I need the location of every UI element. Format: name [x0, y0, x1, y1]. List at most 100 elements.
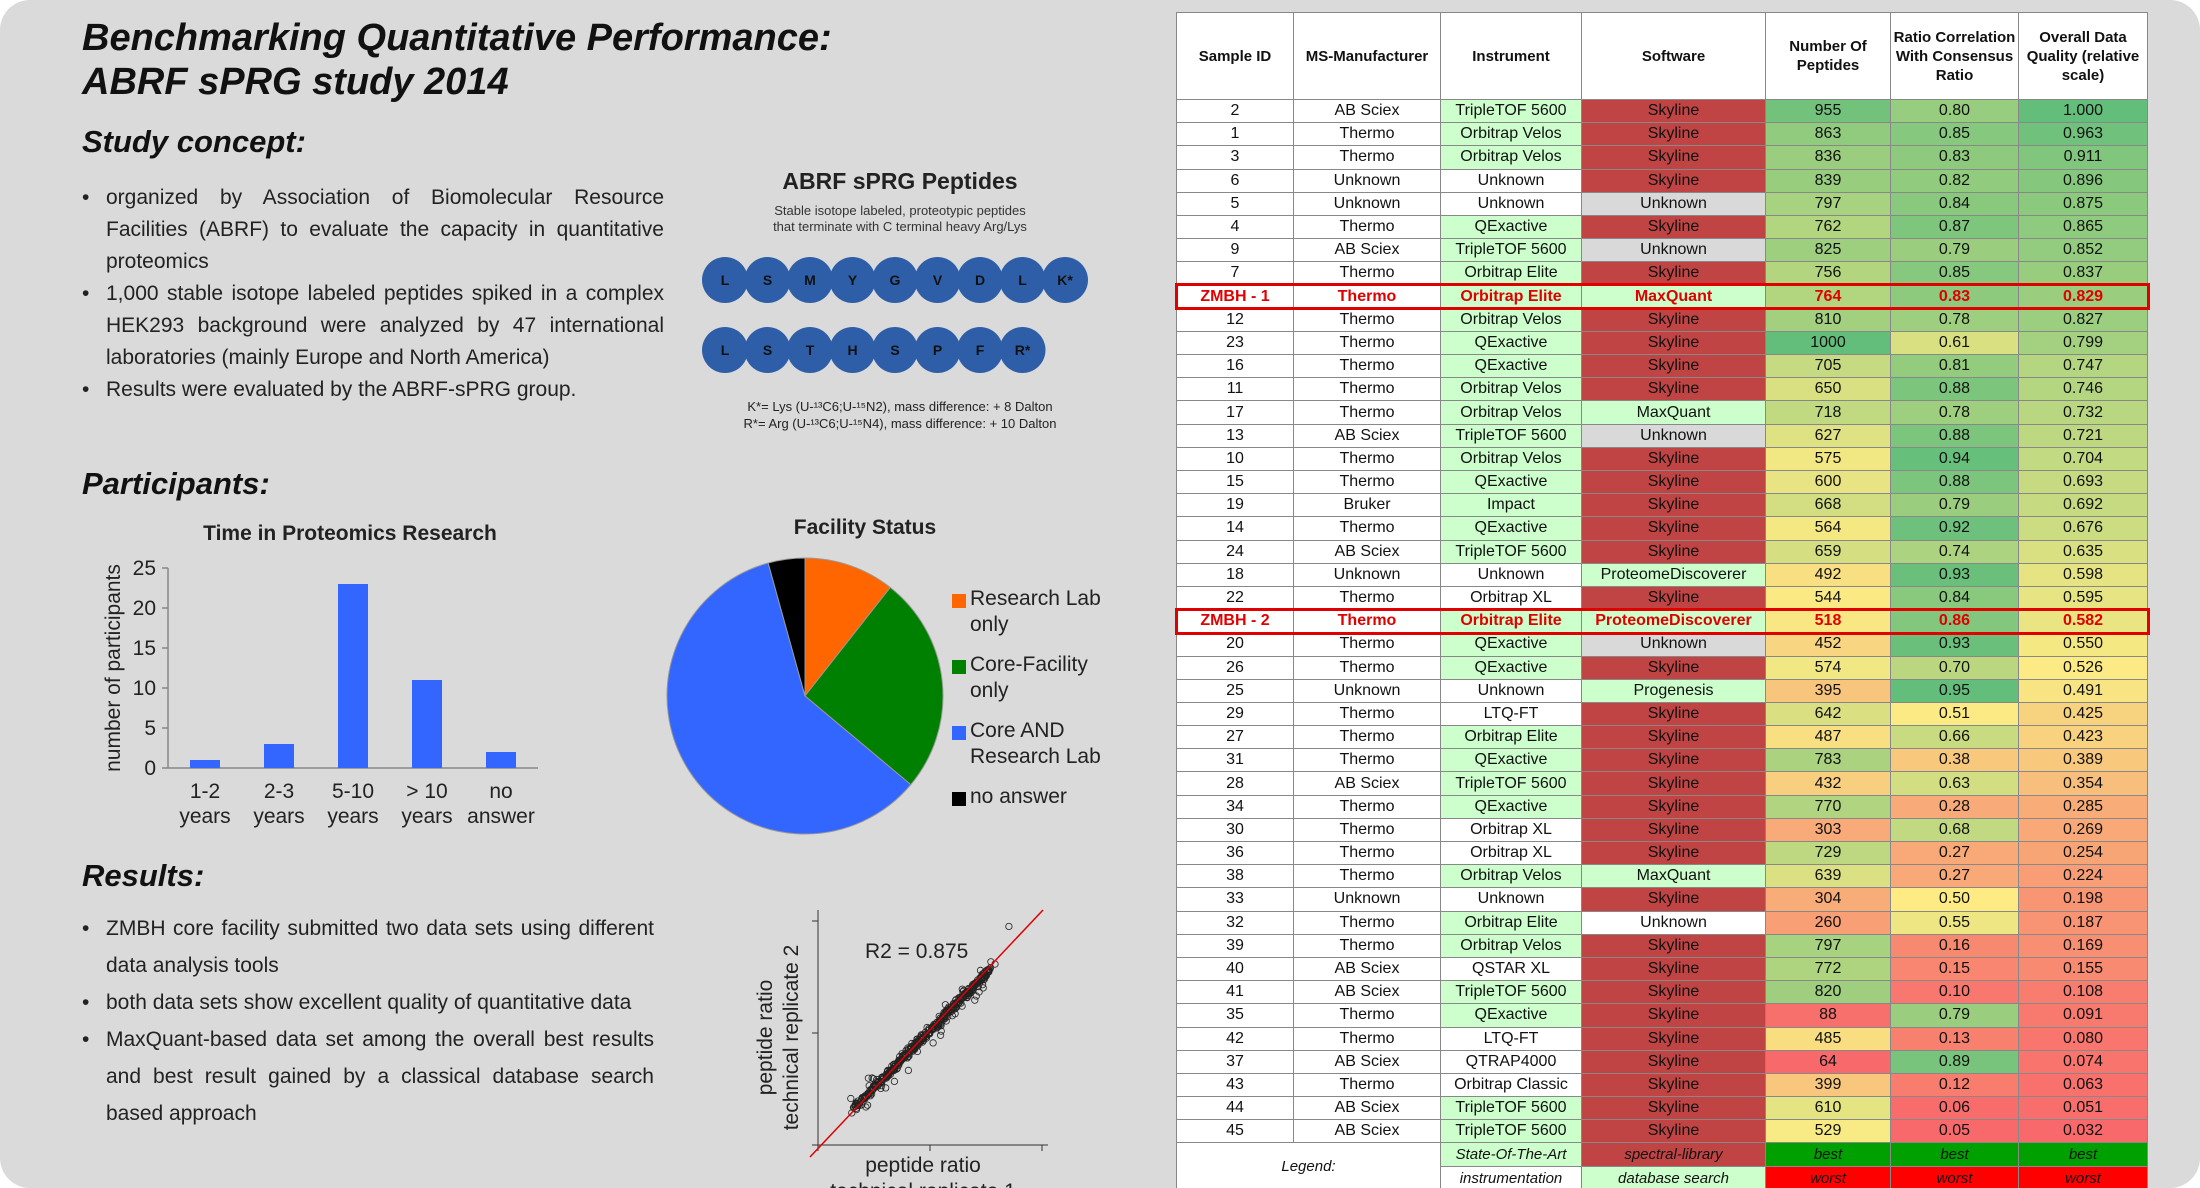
- table-header-row: Sample ID MS-Manufacturer Instrument Sof…: [1176, 12, 2148, 100]
- peptide-bead: D: [957, 257, 1003, 303]
- sample-id-cell: 35: [1176, 1003, 1294, 1028]
- scatter-point: [890, 1077, 898, 1085]
- bar-chart-title: Time in Proteomics Research: [203, 522, 497, 545]
- manufacturer-cell: Thermo: [1293, 725, 1441, 750]
- quality-cell: 0.187: [2018, 910, 2148, 935]
- peptide-bead: G: [872, 257, 918, 303]
- sample-id-cell: 16: [1176, 354, 1294, 379]
- scatter-point: [900, 1052, 908, 1060]
- software-cell: Skyline: [1581, 307, 1766, 332]
- software-cell: Skyline: [1581, 98, 1766, 124]
- table-row: 15 Thermo QExactive Skyline 600 0.88 0.693: [1176, 469, 2148, 495]
- manufacturer-cell: Unknown: [1293, 191, 1441, 216]
- ratio-cell: 0.05: [1890, 1119, 2019, 1144]
- x-tick-label: years: [327, 805, 378, 828]
- bead-residue: L: [721, 272, 730, 288]
- sample-id-cell: 3: [1176, 145, 1294, 170]
- peptides-cell: 492: [1765, 562, 1891, 587]
- table-row: 5 Unknown Unknown Unknown 797 0.84 0.875: [1176, 191, 2148, 216]
- peptides-cell: 955: [1765, 98, 1891, 124]
- legend-label: Core AND: [970, 719, 1065, 742]
- sample-id-cell: 19: [1176, 493, 1294, 518]
- bar: [486, 752, 516, 768]
- table-row: 1 Thermo Orbitrap Velos Skyline 863 0.85 0.963: [1176, 122, 2148, 147]
- y-tick-label: 10: [133, 677, 156, 700]
- ratio-cell: 0.84: [1890, 191, 2019, 216]
- zmbh-highlight-box: [1174, 607, 2150, 635]
- table-row: 43 Thermo Orbitrap Classic Skyline 399 0.12 0.…: [1176, 1072, 2148, 1098]
- instrument-cell: Orbitrap Elite: [1440, 725, 1582, 750]
- instrument-cell: Unknown: [1440, 887, 1582, 912]
- quality-cell: 0.837: [2018, 261, 2148, 286]
- instrument-cell: Orbitrap XL: [1440, 840, 1582, 866]
- peptides-cell: 529: [1765, 1119, 1891, 1144]
- software-cell: Skyline: [1581, 261, 1766, 286]
- peptides-notes: K*= Lys (U-¹³C6;U-¹⁵N2), mass difference…: [700, 398, 1100, 432]
- legend-sota: State-Of-The-Art: [1440, 1142, 1582, 1168]
- instrument-cell: Unknown: [1440, 678, 1582, 703]
- manufacturer-cell: AB Sciex: [1293, 1049, 1441, 1074]
- ratio-cell: 0.88: [1890, 423, 2019, 448]
- instrument-cell: Orbitrap Velos: [1440, 377, 1582, 402]
- table-row: 2 AB Sciex TripleTOF 5600 Skyline 955 0.80 1.0…: [1176, 98, 2148, 124]
- software-cell: ProteomeDiscoverer: [1581, 609, 1766, 634]
- quality-cell: 1.000: [2018, 98, 2148, 124]
- scatter-point: [875, 1078, 883, 1087]
- table-row: 12 Thermo Orbitrap Velos Skyline 810 0.78 0.82…: [1176, 307, 2148, 332]
- peptide-bead: K*: [1042, 257, 1088, 303]
- legend-swatch: [952, 660, 966, 674]
- sample-id-cell: 25: [1176, 678, 1294, 703]
- legend-item: Core-Facility only: [970, 652, 1088, 704]
- y-axis-label: number of participants: [102, 564, 125, 772]
- table-row: 44 AB Sciex TripleTOF 5600 Skyline 610 0.06 0.…: [1176, 1096, 2148, 1121]
- table-row: 41 AB Sciex TripleTOF 5600 Skyline 820 0.10 0.…: [1176, 980, 2148, 1005]
- peptides-title: ABRF sPRG Peptides: [782, 168, 1018, 194]
- peptides-cell: 650: [1765, 377, 1891, 402]
- quality-cell: 0.063: [2018, 1072, 2148, 1098]
- peptides-cell: 825: [1765, 238, 1891, 263]
- legend-worst-quality: worst: [2018, 1166, 2148, 1188]
- software-cell: Skyline: [1581, 1072, 1766, 1098]
- peptides-cell: 762: [1765, 214, 1891, 240]
- quality-cell: 0.389: [2018, 748, 2148, 773]
- col-header-ratio-correlation: Ratio Correlation With Consensus Ratio: [1890, 12, 2019, 100]
- peptides-cell: 820: [1765, 980, 1891, 1005]
- table-row: 11 Thermo Orbitrap Velos Skyline 650 0.88 0.74…: [1176, 377, 2148, 402]
- sample-id-cell: 41: [1176, 980, 1294, 1005]
- quality-cell: 0.526: [2018, 655, 2148, 680]
- instrument-cell: TripleTOF 5600: [1440, 238, 1582, 263]
- manufacturer-cell: Thermo: [1293, 330, 1441, 356]
- table-row: 14 Thermo QExactive Skyline 564 0.92 0.676: [1176, 516, 2148, 541]
- sample-id-cell: 37: [1176, 1049, 1294, 1074]
- bar: [412, 680, 442, 768]
- quality-cell: 0.155: [2018, 956, 2148, 982]
- software-cell: Skyline: [1581, 469, 1766, 495]
- legend-row-bottom: instrumentation database search worst wo…: [1177, 1166, 2148, 1188]
- manufacturer-cell: Thermo: [1293, 516, 1441, 541]
- scatter-x-label: peptide ratio: [865, 1154, 981, 1177]
- manufacturer-cell: Thermo: [1293, 632, 1441, 657]
- instrument-cell: QExactive: [1440, 655, 1582, 680]
- manufacturer-cell: Thermo: [1293, 910, 1441, 935]
- peptides-cell: 810: [1765, 307, 1891, 332]
- ratio-cell: 0.79: [1890, 493, 2019, 518]
- ratio-cell: 0.81: [1890, 354, 2019, 379]
- instrument-cell: Orbitrap XL: [1440, 585, 1582, 611]
- instrument-cell: TripleTOF 5600: [1440, 980, 1582, 1005]
- software-cell: Skyline: [1581, 748, 1766, 773]
- table-row: 25 Unknown Unknown Progenesis 395 0.95 0.491: [1176, 678, 2148, 703]
- manufacturer-cell: AB Sciex: [1293, 98, 1441, 124]
- instrument-cell: QExactive: [1440, 516, 1582, 541]
- sample-id-cell: 22: [1176, 585, 1294, 611]
- quality-cell: 0.721: [2018, 423, 2148, 448]
- sample-id-cell: 1: [1176, 122, 1294, 147]
- bead-circle: [744, 257, 791, 303]
- peptides-subtitle-line1: Stable isotope labeled, proteotypic pept…: [774, 203, 1026, 218]
- quality-cell: 0.198: [2018, 887, 2148, 912]
- bead-residue: L: [1018, 272, 1027, 288]
- table-row: 39 Thermo Orbitrap Velos Skyline 797 0.16 0.16…: [1176, 933, 2148, 958]
- peptides-figure: ABRF sPRG Peptides Stable isotope labele…: [700, 168, 1100, 235]
- ratio-cell: 0.85: [1890, 122, 2019, 147]
- bead-circle: [957, 327, 1003, 373]
